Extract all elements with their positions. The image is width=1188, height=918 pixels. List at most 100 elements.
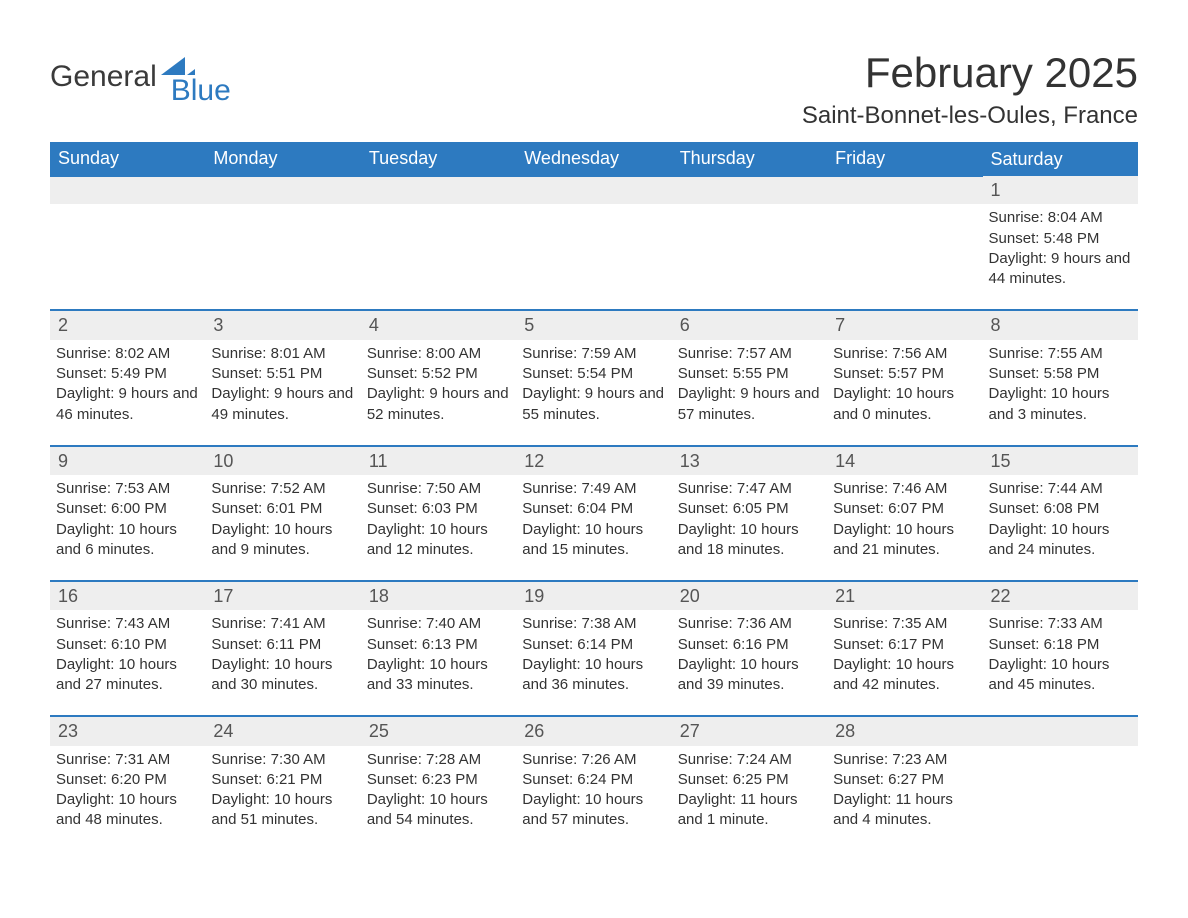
weekday-header: Monday: [205, 142, 360, 176]
sunrise-text: Sunrise: 8:02 AM: [56, 344, 199, 364]
day-number-cell: 9: [50, 446, 205, 475]
day-detail-cell: Sunrise: 7:31 AMSunset: 6:20 PMDaylight:…: [50, 746, 205, 851]
week-daynum-row: 9101112131415: [50, 446, 1138, 475]
day-number-cell: 13: [672, 446, 827, 475]
day-detail-cell: [361, 204, 516, 310]
day-number-cell: [50, 176, 205, 204]
weekday-header: Tuesday: [361, 142, 516, 176]
sunset-text: Sunset: 6:20 PM: [56, 770, 199, 790]
sunrise-text: Sunrise: 8:04 AM: [989, 208, 1132, 228]
sunset-text: Sunset: 5:51 PM: [211, 364, 354, 384]
day-number-cell: 22: [983, 581, 1138, 610]
day-number-cell: 23: [50, 716, 205, 745]
day-detail-cell: Sunrise: 7:56 AMSunset: 5:57 PMDaylight:…: [827, 340, 982, 446]
sunrise-text: Sunrise: 7:56 AM: [833, 344, 976, 364]
day-detail-cell: Sunrise: 7:53 AMSunset: 6:00 PMDaylight:…: [50, 475, 205, 581]
sunrise-text: Sunrise: 7:40 AM: [367, 614, 510, 634]
sunrise-text: Sunrise: 7:38 AM: [522, 614, 665, 634]
sunrise-text: Sunrise: 7:23 AM: [833, 750, 976, 770]
day-detail-cell: Sunrise: 7:24 AMSunset: 6:25 PMDaylight:…: [672, 746, 827, 851]
daylight-text: Daylight: 10 hours and 57 minutes.: [522, 790, 665, 831]
daylight-text: Daylight: 10 hours and 24 minutes.: [989, 520, 1132, 561]
sunset-text: Sunset: 6:21 PM: [211, 770, 354, 790]
day-detail-cell: Sunrise: 7:35 AMSunset: 6:17 PMDaylight:…: [827, 610, 982, 716]
day-number-cell: 19: [516, 581, 671, 610]
page-header: General Blue February 2025 Saint-Bonnet-…: [50, 50, 1138, 130]
day-detail-cell: Sunrise: 7:52 AMSunset: 6:01 PMDaylight:…: [205, 475, 360, 581]
day-number-cell: 4: [361, 310, 516, 339]
day-number-cell: 16: [50, 581, 205, 610]
daylight-text: Daylight: 10 hours and 36 minutes.: [522, 655, 665, 696]
day-number-cell: [827, 176, 982, 204]
weekday-header: Thursday: [672, 142, 827, 176]
day-number-cell: 25: [361, 716, 516, 745]
day-detail-cell: Sunrise: 7:30 AMSunset: 6:21 PMDaylight:…: [205, 746, 360, 851]
sunset-text: Sunset: 6:14 PM: [522, 635, 665, 655]
sunrise-text: Sunrise: 7:46 AM: [833, 479, 976, 499]
day-number-cell: 11: [361, 446, 516, 475]
day-number-cell: 3: [205, 310, 360, 339]
sunset-text: Sunset: 6:03 PM: [367, 499, 510, 519]
day-detail-cell: Sunrise: 7:23 AMSunset: 6:27 PMDaylight:…: [827, 746, 982, 851]
day-number-cell: 14: [827, 446, 982, 475]
day-number-cell: 18: [361, 581, 516, 610]
day-detail-cell: Sunrise: 7:43 AMSunset: 6:10 PMDaylight:…: [50, 610, 205, 716]
daylight-text: Daylight: 9 hours and 49 minutes.: [211, 384, 354, 425]
sunrise-text: Sunrise: 8:00 AM: [367, 344, 510, 364]
day-detail-cell: Sunrise: 7:44 AMSunset: 6:08 PMDaylight:…: [983, 475, 1138, 581]
daylight-text: Daylight: 9 hours and 57 minutes.: [678, 384, 821, 425]
sunset-text: Sunset: 6:13 PM: [367, 635, 510, 655]
brand-logo: General Blue: [50, 60, 257, 94]
day-detail-cell: Sunrise: 7:55 AMSunset: 5:58 PMDaylight:…: [983, 340, 1138, 446]
day-number-cell: 21: [827, 581, 982, 610]
sunset-text: Sunset: 6:10 PM: [56, 635, 199, 655]
sunrise-text: Sunrise: 7:44 AM: [989, 479, 1132, 499]
week-detail-row: Sunrise: 7:53 AMSunset: 6:00 PMDaylight:…: [50, 475, 1138, 581]
day-number-cell: 7: [827, 310, 982, 339]
sunrise-text: Sunrise: 7:28 AM: [367, 750, 510, 770]
daylight-text: Daylight: 9 hours and 46 minutes.: [56, 384, 199, 425]
calendar-page: General Blue February 2025 Saint-Bonnet-…: [0, 0, 1188, 891]
sunrise-text: Sunrise: 7:26 AM: [522, 750, 665, 770]
sunrise-text: Sunrise: 7:43 AM: [56, 614, 199, 634]
day-number-cell: 24: [205, 716, 360, 745]
daylight-text: Daylight: 10 hours and 39 minutes.: [678, 655, 821, 696]
day-detail-cell: Sunrise: 7:49 AMSunset: 6:04 PMDaylight:…: [516, 475, 671, 581]
sunrise-text: Sunrise: 7:55 AM: [989, 344, 1132, 364]
logo-text-1: General: [50, 60, 157, 94]
sunset-text: Sunset: 6:07 PM: [833, 499, 976, 519]
sunset-text: Sunset: 6:04 PM: [522, 499, 665, 519]
daylight-text: Daylight: 10 hours and 9 minutes.: [211, 520, 354, 561]
daylight-text: Daylight: 9 hours and 52 minutes.: [367, 384, 510, 425]
sunset-text: Sunset: 6:05 PM: [678, 499, 821, 519]
weekday-header-row: Sunday Monday Tuesday Wednesday Thursday…: [50, 142, 1138, 176]
day-detail-cell: Sunrise: 8:02 AMSunset: 5:49 PMDaylight:…: [50, 340, 205, 446]
day-number-cell: [672, 176, 827, 204]
weekday-header: Friday: [827, 142, 982, 176]
day-number-cell: 6: [672, 310, 827, 339]
day-detail-cell: Sunrise: 7:46 AMSunset: 6:07 PMDaylight:…: [827, 475, 982, 581]
day-number-cell: 5: [516, 310, 671, 339]
weekday-header: Saturday: [983, 142, 1138, 176]
sunrise-text: Sunrise: 7:57 AM: [678, 344, 821, 364]
day-detail-cell: Sunrise: 7:33 AMSunset: 6:18 PMDaylight:…: [983, 610, 1138, 716]
day-detail-cell: [827, 204, 982, 310]
daylight-text: Daylight: 10 hours and 3 minutes.: [989, 384, 1132, 425]
day-number-cell: 27: [672, 716, 827, 745]
daylight-text: Daylight: 10 hours and 6 minutes.: [56, 520, 199, 561]
day-number-cell: 28: [827, 716, 982, 745]
sunset-text: Sunset: 6:23 PM: [367, 770, 510, 790]
sunset-text: Sunset: 5:54 PM: [522, 364, 665, 384]
daylight-text: Daylight: 10 hours and 48 minutes.: [56, 790, 199, 831]
daylight-text: Daylight: 10 hours and 15 minutes.: [522, 520, 665, 561]
sunset-text: Sunset: 6:24 PM: [522, 770, 665, 790]
sunset-text: Sunset: 6:08 PM: [989, 499, 1132, 519]
sunset-text: Sunset: 6:00 PM: [56, 499, 199, 519]
sunset-text: Sunset: 6:25 PM: [678, 770, 821, 790]
day-number-cell: 2: [50, 310, 205, 339]
daylight-text: Daylight: 10 hours and 30 minutes.: [211, 655, 354, 696]
day-number-cell: 20: [672, 581, 827, 610]
sunset-text: Sunset: 5:52 PM: [367, 364, 510, 384]
week-daynum-row: 2345678: [50, 310, 1138, 339]
day-number-cell: 12: [516, 446, 671, 475]
